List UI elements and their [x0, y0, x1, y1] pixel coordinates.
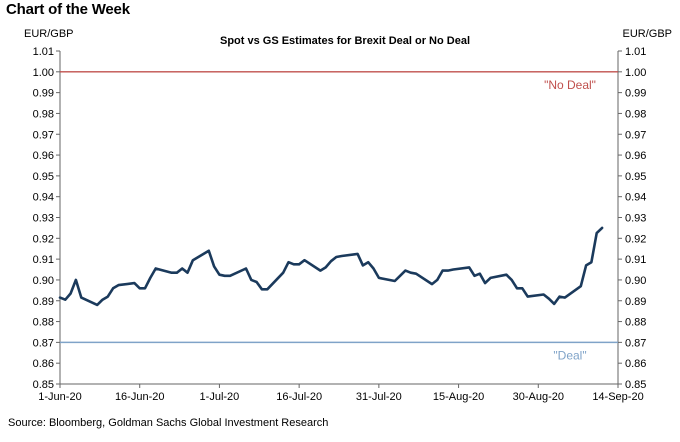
y-tick-label-right: 0.94	[625, 192, 646, 204]
x-tick-label: 30-Aug-20	[513, 391, 564, 403]
plot-frame	[59, 51, 619, 385]
series-group	[58, 226, 604, 307]
x-tick-label: 16-Jul-20	[276, 391, 322, 403]
y-tick-label-left: 1.01	[33, 46, 54, 58]
y-tick-label-left: 0.85	[33, 379, 54, 391]
y-axis-unit-right: EUR/GBP	[622, 28, 672, 40]
x-tick-label: 1-Jun-20	[38, 391, 81, 403]
y-tick-label-right: 0.87	[625, 337, 646, 349]
chart-title: Spot vs GS Estimates for Brexit Deal or …	[219, 35, 471, 47]
y-axis-unit-left: EUR/GBP	[24, 28, 74, 40]
y-tick-label-left: 0.96	[33, 150, 54, 162]
y-tick-label-left: 0.89	[33, 296, 54, 308]
x-tick-label: 31-Jul-20	[356, 391, 402, 403]
y-tick-label-right: 0.91	[625, 254, 646, 266]
spot-series-line	[58, 226, 604, 307]
y-tick-label-right: 0.97	[625, 129, 646, 141]
y-tick-label-right: 0.95	[625, 171, 646, 183]
y-tick-label-left: 0.92	[33, 233, 54, 245]
x-tick-label: 15-Aug-20	[433, 391, 484, 403]
source-note: Source: Bloomberg, Goldman Sachs Global …	[8, 417, 329, 429]
y-tick-label-left: 0.97	[33, 129, 54, 141]
no-deal-label: "No Deal"	[544, 78, 596, 92]
y-tick-label-right: 0.92	[625, 233, 646, 245]
y-tick-label-left: 0.94	[33, 192, 54, 204]
y-tick-label-right: 0.89	[625, 296, 646, 308]
x-axis: 1-Jun-20 16-Jun-20 1-Jul-20 16-Jul-20 31-Jul…	[38, 384, 644, 403]
y-tick-label-left: 0.98	[33, 108, 54, 120]
page-heading: Chart of the Week	[6, 1, 130, 18]
x-tick-label: 16-Jun-20	[115, 391, 165, 403]
y-axis-right: 0.85 0.86 0.87 0.88 0.89 0.90 0.91 0.92 0.93 0.94…	[618, 46, 646, 391]
y-tick-label-left: 0.93	[33, 213, 54, 225]
y-axis-left: 0.85 0.86 0.87 0.88 0.89 0.90 0.91 0.92 0.93 0.94…	[33, 46, 60, 391]
y-tick-label-left: 0.95	[33, 171, 54, 183]
y-tick-label-left: 0.88	[33, 317, 54, 329]
y-tick-label-right: 0.98	[625, 108, 646, 120]
y-tick-label-right: 0.96	[625, 150, 646, 162]
y-tick-label-left: 1.00	[33, 67, 54, 79]
x-tick-label: 14-Sep-20	[592, 391, 643, 403]
deal-label: "Deal"	[553, 348, 586, 362]
y-tick-label-right: 0.85	[625, 379, 646, 391]
x-tick-label: 1-Jul-20	[200, 391, 240, 403]
y-tick-label-right: 0.99	[625, 88, 646, 100]
y-tick-label-right: 0.93	[625, 213, 646, 225]
y-tick-label-right: 0.86	[625, 358, 646, 370]
y-tick-label-left: 0.87	[33, 337, 54, 349]
y-tick-label-left: 0.90	[33, 275, 54, 287]
reference-lines: "No Deal" "Deal"	[60, 71, 618, 362]
y-tick-label-right: 1.00	[625, 67, 646, 79]
y-tick-label-left: 0.86	[33, 358, 54, 370]
y-tick-label-right: 0.88	[625, 317, 646, 329]
y-tick-label-left: 0.91	[33, 254, 54, 266]
y-tick-label-right: 1.01	[625, 46, 646, 58]
y-tick-label-left: 0.99	[33, 88, 54, 100]
y-tick-label-right: 0.90	[625, 275, 646, 287]
